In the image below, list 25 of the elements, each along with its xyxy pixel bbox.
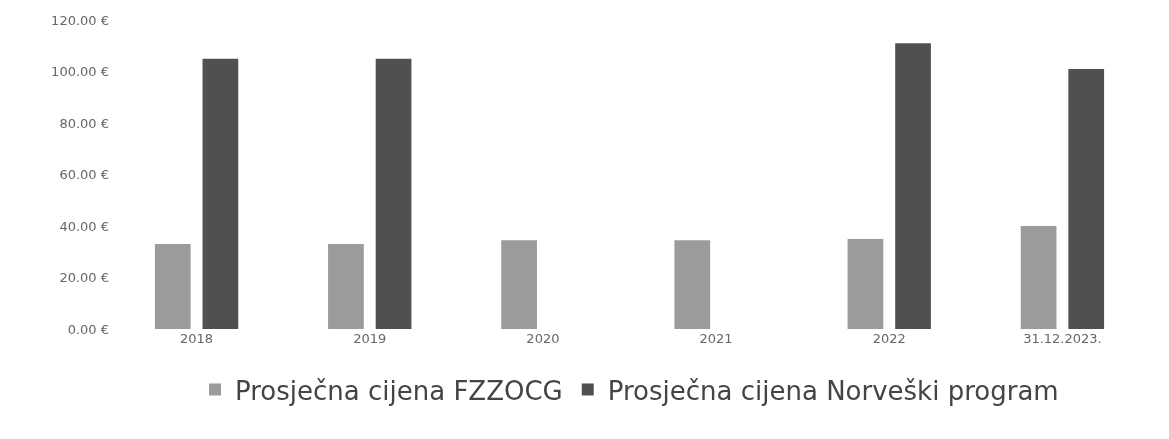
- bar: [375, 58, 412, 329]
- bar: [501, 240, 537, 329]
- x-tick-label: 2019: [353, 331, 387, 346]
- bar: [1068, 68, 1105, 329]
- legend-label: Prosječna cijena FZZOCG: [235, 375, 563, 406]
- bar: [202, 58, 239, 329]
- y-tick-label: 80.00 €: [59, 115, 109, 131]
- y-tick-label: 60.00 €: [59, 167, 109, 183]
- x-tick-label: 2022: [872, 331, 906, 346]
- x-tick-label: 2021: [699, 331, 733, 346]
- y-tick-label: 100.00 €: [51, 64, 109, 80]
- bar: [674, 240, 711, 329]
- bar: [895, 43, 931, 329]
- y-tick-label: 20.00 €: [59, 270, 109, 286]
- y-tick-label: 0.00 €: [67, 321, 109, 337]
- bar: [154, 244, 191, 329]
- x-tick-label: 2020: [526, 331, 560, 346]
- x-tick-label: 31.12.2023.: [1023, 331, 1102, 346]
- y-tick-label: 40.00 €: [59, 218, 109, 234]
- bar: [328, 244, 364, 329]
- y-tick-label: 120.00 €: [51, 12, 109, 28]
- bar: [1020, 226, 1057, 329]
- legend-label: Prosječna cijena Norveški program: [607, 375, 1059, 406]
- x-tick-label: 2018: [180, 331, 214, 346]
- bar: [847, 238, 884, 329]
